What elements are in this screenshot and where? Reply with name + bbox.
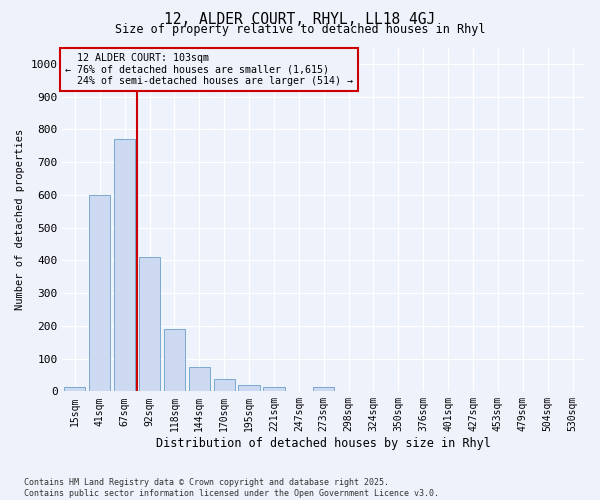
- Bar: [189, 367, 210, 392]
- Text: 12, ALDER COURT, RHYL, LL18 4GJ: 12, ALDER COURT, RHYL, LL18 4GJ: [164, 12, 436, 28]
- Bar: [263, 388, 284, 392]
- Bar: [313, 388, 334, 392]
- Bar: [139, 257, 160, 392]
- Bar: [214, 379, 235, 392]
- Bar: [114, 139, 135, 392]
- Bar: [164, 329, 185, 392]
- Bar: [238, 386, 260, 392]
- Y-axis label: Number of detached properties: Number of detached properties: [15, 129, 25, 310]
- Bar: [89, 195, 110, 392]
- X-axis label: Distribution of detached houses by size in Rhyl: Distribution of detached houses by size …: [156, 437, 491, 450]
- Text: 12 ALDER COURT: 103sqm
← 76% of detached houses are smaller (1,615)
  24% of sem: 12 ALDER COURT: 103sqm ← 76% of detached…: [65, 52, 353, 86]
- Text: Contains HM Land Registry data © Crown copyright and database right 2025.
Contai: Contains HM Land Registry data © Crown c…: [24, 478, 439, 498]
- Text: Size of property relative to detached houses in Rhyl: Size of property relative to detached ho…: [115, 22, 485, 36]
- Bar: [64, 388, 85, 392]
